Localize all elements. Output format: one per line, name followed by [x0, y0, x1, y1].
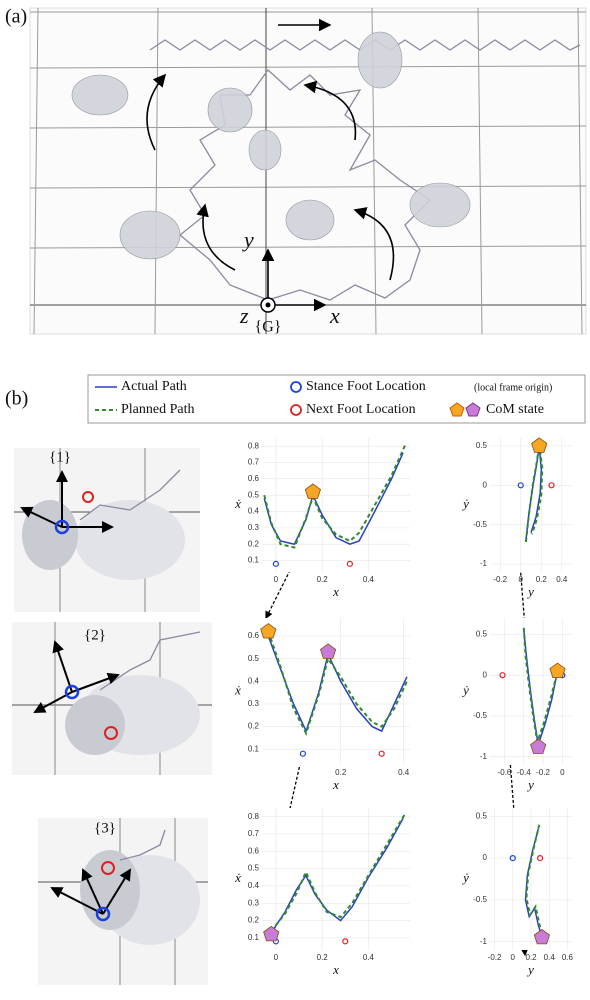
- x-tick-label: 0.4: [363, 953, 375, 962]
- y-axis-label: ẋ: [234, 496, 241, 511]
- legend-note: (local frame origin): [474, 382, 552, 393]
- y-tick-label: 0.3: [248, 523, 260, 532]
- x-tick-label: -0.2: [536, 768, 550, 777]
- x-tick-label: 0.4: [363, 575, 375, 584]
- y-tick-label: 0.2: [248, 539, 260, 548]
- snapshot: [14, 448, 200, 612]
- axis-label: y: [242, 227, 254, 252]
- x-tick-label: 0.2: [335, 768, 347, 777]
- figure: (a) y z x {G} (b) Actual Path Planned Pa…: [0, 0, 590, 1000]
- y-tick-label: -0.5: [473, 520, 487, 529]
- plot-area: [262, 618, 410, 765]
- legend-label: Next Foot Location: [306, 402, 416, 417]
- panel-label: (b): [5, 388, 28, 410]
- y-tick-label: 0.1: [248, 933, 260, 942]
- x-tick-label: 0.2: [536, 575, 548, 584]
- y-tick-label: 0.2: [248, 916, 260, 925]
- x-tick-label: 0.4: [398, 768, 410, 777]
- y-tick-label: 0.5: [248, 864, 260, 873]
- legend-label: Stance Foot Location: [306, 379, 426, 394]
- y-axis-label: ẏ: [461, 496, 469, 511]
- panel-label: (a): [5, 6, 27, 28]
- x-tick-label: 0: [274, 575, 279, 584]
- x-axis-label: y: [526, 777, 534, 792]
- plot-area: [262, 438, 410, 572]
- scene-a: [30, 8, 586, 334]
- x-axis-label: x: [332, 962, 339, 977]
- x-axis-label: y: [526, 584, 534, 599]
- y-tick-label: -0.5: [473, 711, 487, 720]
- y-tick-label: -1: [480, 752, 488, 761]
- legend-label: CoM state: [486, 402, 544, 417]
- y-tick-label: 0.1: [248, 744, 260, 753]
- y-tick-label: 0.7: [248, 458, 260, 467]
- y-tick-label: 0: [483, 670, 488, 679]
- snapshot-label: {2}: [84, 627, 106, 643]
- x-tick-label: 0.6: [562, 953, 574, 962]
- y-tick-label: 0.8: [248, 812, 260, 821]
- legend-label: Actual Path: [121, 379, 187, 394]
- y-tick-label: 0.5: [248, 654, 260, 663]
- x-tick-label: 0.2: [317, 953, 329, 962]
- plots: 0 0.2 0.4 0.1 0.2 0.3 0.4 0.5 0.6 0.7 0.8 x ẋ 0.2 0.4 0…: [234, 438, 573, 977]
- x-axis-label: x: [332, 584, 339, 599]
- snapshot: [12, 622, 212, 775]
- x-tick-label: -0.2: [488, 953, 502, 962]
- x-tick-label: 0.4: [556, 575, 568, 584]
- y-tick-label: 0.3: [248, 699, 260, 708]
- axis-label: z: [239, 303, 249, 328]
- x-tick-label: 0: [274, 953, 279, 962]
- frame-label: {G}: [255, 319, 282, 336]
- y-tick-label: 0: [483, 853, 488, 862]
- y-axis-label: ẋ: [234, 682, 241, 697]
- y-tick-label: 0.5: [248, 490, 260, 499]
- x-tick-label: 0: [519, 575, 524, 584]
- y-tick-label: 0.5: [476, 811, 488, 820]
- y-tick-label: 0.6: [248, 846, 260, 855]
- x-tick-label: -0.2: [493, 575, 507, 584]
- y-tick-label: 0: [483, 480, 488, 489]
- y-tick-label: 0.4: [248, 676, 260, 685]
- snapshot: [38, 818, 208, 985]
- y-axis-label: ẏ: [461, 870, 469, 885]
- y-tick-label: 0.7: [248, 829, 260, 838]
- y-tick-label: -0.5: [473, 895, 487, 904]
- y-axis-label: ẋ: [234, 870, 241, 885]
- x-tick-label: -0.4: [517, 768, 531, 777]
- x-tick-label: 0: [511, 953, 516, 962]
- snapshot-label: {3}: [94, 820, 116, 836]
- x-axis-label: x: [332, 777, 339, 792]
- y-tick-label: 0.4: [248, 507, 260, 516]
- legend-label: Planned Path: [121, 402, 195, 417]
- y-tick-label: 0.6: [248, 631, 260, 640]
- y-tick-label: 0.2: [248, 722, 260, 731]
- x-tick-label: -0.6: [498, 768, 512, 777]
- snapshot-label: {1}: [49, 449, 71, 465]
- y-tick-label: -1: [480, 559, 488, 568]
- x-tick-label: 0.2: [525, 953, 537, 962]
- plot-area: [262, 808, 410, 950]
- y-tick-label: 0.5: [476, 441, 488, 450]
- x-axis-label: y: [526, 962, 534, 977]
- x-tick-label: 0: [560, 768, 565, 777]
- y-tick-label: 0.4: [248, 881, 260, 890]
- y-tick-label: 0.8: [248, 441, 260, 450]
- y-tick-label: 0.6: [248, 474, 260, 483]
- x-tick-label: 0.4: [544, 953, 556, 962]
- y-tick-label: -1: [480, 937, 488, 946]
- y-tick-label: 0.3: [248, 898, 260, 907]
- y-tick-label: 0.5: [476, 629, 488, 638]
- axis-label: x: [329, 303, 340, 328]
- y-axis-label: ẏ: [461, 682, 469, 697]
- x-tick-label: 0.2: [317, 575, 329, 584]
- y-tick-label: 0.1: [248, 556, 260, 565]
